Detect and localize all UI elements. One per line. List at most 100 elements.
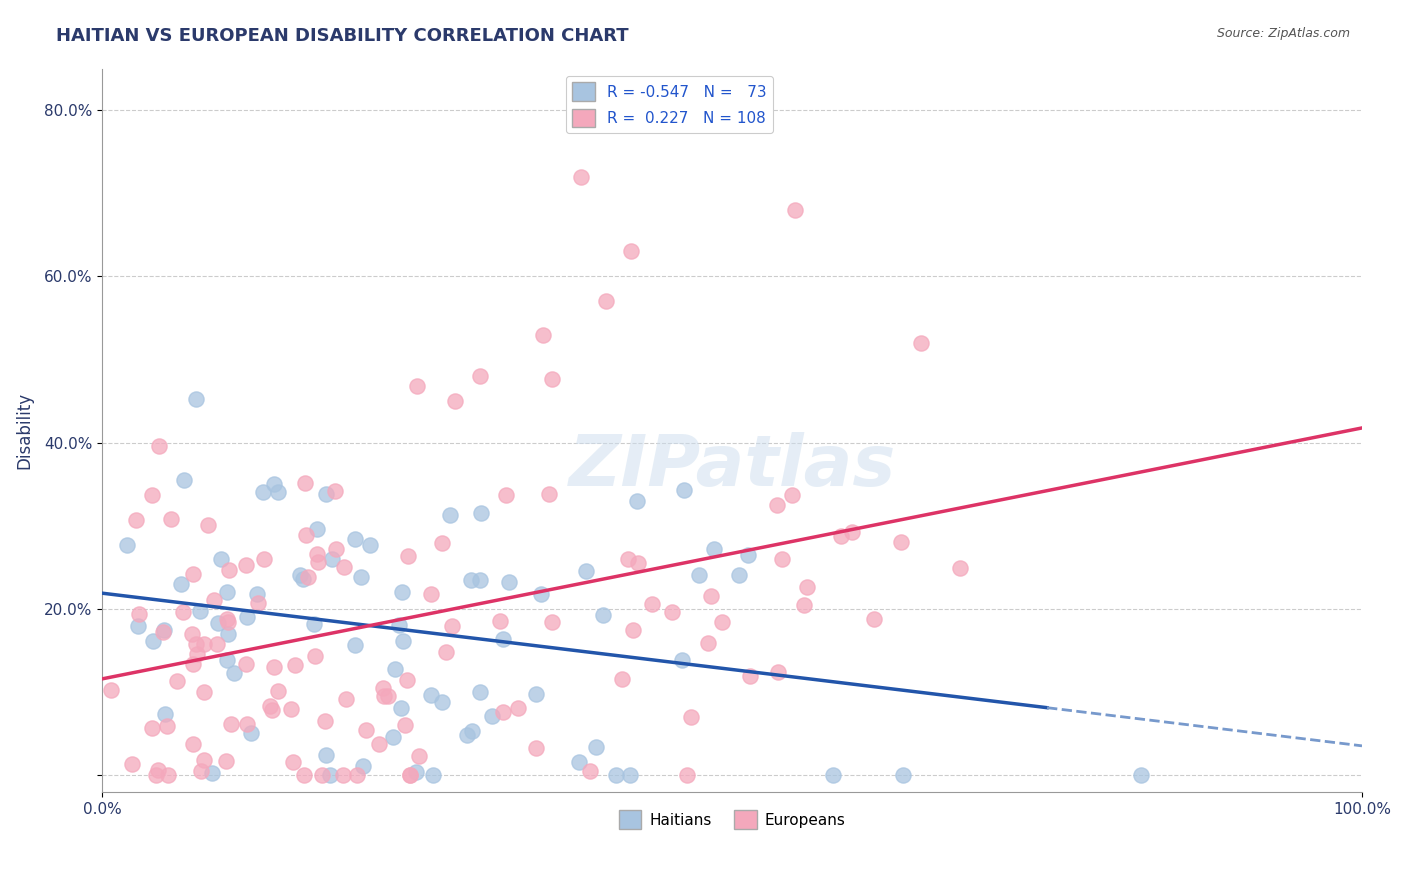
- Point: [128, 607, 150, 622]
- Point: [263, 660, 285, 674]
- Point: [209, 552, 232, 566]
- Point: [156, 719, 179, 733]
- Point: [311, 768, 333, 782]
- Point: [391, 584, 413, 599]
- Point: [406, 379, 429, 393]
- Point: [492, 632, 515, 646]
- Point: [541, 615, 564, 630]
- Point: [949, 561, 972, 575]
- Point: [145, 768, 167, 782]
- Point: [186, 392, 208, 406]
- Point: [253, 552, 276, 566]
- Point: [267, 485, 290, 500]
- Point: [620, 244, 643, 259]
- Point: [595, 294, 617, 309]
- Point: [585, 739, 607, 754]
- Point: [235, 657, 257, 671]
- Point: [796, 580, 818, 594]
- Point: [619, 768, 641, 782]
- Point: [626, 494, 648, 508]
- Point: [461, 724, 484, 739]
- Point: [124, 513, 146, 527]
- Point: [384, 662, 406, 676]
- Point: [470, 573, 492, 587]
- Point: [173, 473, 195, 487]
- Point: [389, 700, 412, 714]
- Point: [740, 669, 762, 683]
- Legend: Haitians, Europeans: Haitians, Europeans: [613, 804, 852, 835]
- Point: [146, 764, 169, 778]
- Point: [201, 765, 224, 780]
- Point: [382, 731, 405, 745]
- Point: [492, 705, 515, 719]
- Point: [252, 485, 274, 500]
- Point: [246, 587, 269, 601]
- Point: [396, 673, 419, 688]
- Point: [100, 683, 122, 698]
- Point: [891, 768, 914, 782]
- Point: [612, 672, 634, 686]
- Point: [343, 532, 366, 546]
- Point: [737, 548, 759, 562]
- Point: [616, 552, 638, 566]
- Point: [314, 714, 336, 728]
- Point: [321, 551, 343, 566]
- Point: [217, 627, 239, 641]
- Point: [432, 536, 454, 550]
- Point: [290, 567, 312, 582]
- Point: [441, 619, 464, 633]
- Point: [188, 604, 211, 618]
- Point: [710, 615, 733, 629]
- Point: [202, 592, 225, 607]
- Point: [325, 483, 347, 498]
- Point: [430, 694, 453, 708]
- Point: [304, 649, 326, 664]
- Point: [117, 538, 139, 552]
- Point: [890, 535, 912, 549]
- Point: [302, 617, 325, 632]
- Point: [394, 718, 416, 732]
- Point: [166, 673, 188, 688]
- Text: HAITIAN VS EUROPEAN DISABILITY CORRELATION CHART: HAITIAN VS EUROPEAN DISABILITY CORRELATI…: [56, 27, 628, 45]
- Point: [181, 627, 204, 641]
- Point: [524, 687, 547, 701]
- Point: [460, 574, 482, 588]
- Point: [377, 689, 399, 703]
- Point: [207, 615, 229, 630]
- Point: [770, 551, 793, 566]
- Point: [439, 508, 461, 522]
- Point: [541, 372, 564, 386]
- Point: [568, 756, 591, 770]
- Point: [398, 768, 420, 782]
- Point: [215, 754, 238, 768]
- Point: [627, 557, 650, 571]
- Point: [152, 625, 174, 640]
- Point: [830, 529, 852, 543]
- Point: [422, 768, 444, 782]
- Point: [291, 572, 314, 586]
- Point: [673, 483, 696, 498]
- Point: [768, 665, 790, 679]
- Point: [263, 476, 285, 491]
- Point: [728, 568, 751, 582]
- Point: [295, 527, 318, 541]
- Point: [420, 587, 443, 601]
- Point: [193, 753, 215, 767]
- Point: [186, 647, 208, 661]
- Point: [508, 701, 530, 715]
- Y-axis label: Disability: Disability: [15, 392, 32, 469]
- Point: [530, 587, 553, 601]
- Point: [675, 768, 697, 782]
- Point: [142, 633, 165, 648]
- Point: [910, 335, 932, 350]
- Point: [352, 758, 374, 772]
- Point: [205, 637, 228, 651]
- Point: [319, 768, 342, 782]
- Point: [408, 749, 430, 764]
- Point: [219, 717, 242, 731]
- Point: [793, 598, 815, 612]
- Point: [193, 685, 215, 699]
- Point: [215, 585, 238, 599]
- Point: [419, 688, 441, 702]
- Point: [141, 488, 163, 502]
